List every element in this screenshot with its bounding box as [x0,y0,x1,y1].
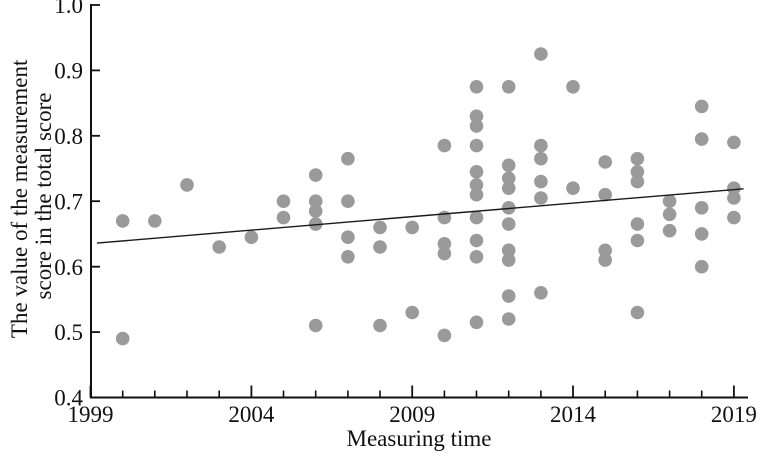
x-tick-label: 2009 [389,402,435,427]
data-point [437,328,452,343]
data-point [469,80,484,94]
data-point [469,210,484,225]
data-point [630,217,645,231]
data-point [694,132,709,146]
axes [90,4,748,399]
data-point [469,315,484,330]
data-point [598,243,612,258]
data-point [727,191,741,205]
y-tick-label: 1.0 [54,0,83,18]
data-point [180,178,194,192]
data-point [501,201,516,215]
data-point [212,240,226,254]
x-tick-label: 1999 [68,402,114,427]
data-point [662,194,677,208]
data-point [727,210,741,225]
data-point [308,318,323,333]
data-point [534,47,548,61]
y-axis-title-line2: score in the total score [31,93,56,300]
data-point [630,174,645,189]
data-point [694,99,709,114]
data-point [276,210,291,225]
data-point [341,194,355,208]
data-point [534,191,548,205]
data-point [630,233,645,248]
y-tick-label: 0.5 [54,320,83,345]
data-point [341,230,355,244]
data-point [534,286,548,300]
data-point [469,187,484,202]
data-point [694,227,709,241]
y-tick-label: 0.8 [54,124,83,149]
y-axis-title-line1: The value of the measurement [7,59,32,338]
y-axis-title: The value of the measurement score in th… [7,54,56,338]
data-point [437,138,452,153]
data-point [405,220,420,235]
x-tick-label: 2019 [711,402,757,427]
data-point [630,305,645,320]
data-point [534,151,548,166]
data-point [437,237,452,251]
x-tick-label: 2014 [550,402,597,427]
data-point [501,253,516,267]
data-point [662,207,677,222]
data-point [276,194,291,208]
data-point [308,194,323,208]
data-point [341,249,355,264]
data-point [501,312,516,326]
data-point [598,155,612,169]
trend-line [96,188,744,244]
data-point [308,168,323,182]
data-point [630,151,645,166]
y-tick-label: 0.4 [54,386,83,411]
data-point [373,240,387,254]
data-point [694,201,709,215]
data-point [501,243,516,258]
data-point [534,138,548,153]
data-point [308,204,323,218]
data-point [469,138,484,153]
y-tick-label: 0.9 [54,58,83,83]
data-point [405,305,420,320]
data-point [469,178,484,192]
x-axis-title: Measuring time [347,426,492,451]
data-point [115,214,130,228]
data-point [341,151,355,166]
data-point [501,181,516,195]
data-point [373,318,387,333]
data-point [115,331,130,346]
y-tick-label: 0.6 [54,255,83,280]
data-point [148,214,162,228]
data-point [469,109,484,123]
data-point [469,249,484,264]
data-point [694,259,709,274]
data-point [469,165,484,179]
data-point [598,187,612,202]
data-point [469,233,484,248]
data-point [501,217,516,231]
data-point [469,119,484,133]
data-point [373,220,387,235]
data-point [244,230,259,244]
data-point [598,253,612,267]
data-point [727,181,741,195]
y-tick-label: 0.7 [54,189,83,214]
x-tick-label: 2004 [228,402,275,427]
data-point [630,165,645,179]
data-point [534,174,548,189]
data-point [566,80,580,94]
data-point [501,171,516,186]
data-point [662,223,677,238]
data-point [501,158,516,173]
data-point [727,135,741,150]
data-point [566,181,580,195]
data-point [501,289,516,303]
data-point [501,80,516,94]
data-point [437,246,452,261]
